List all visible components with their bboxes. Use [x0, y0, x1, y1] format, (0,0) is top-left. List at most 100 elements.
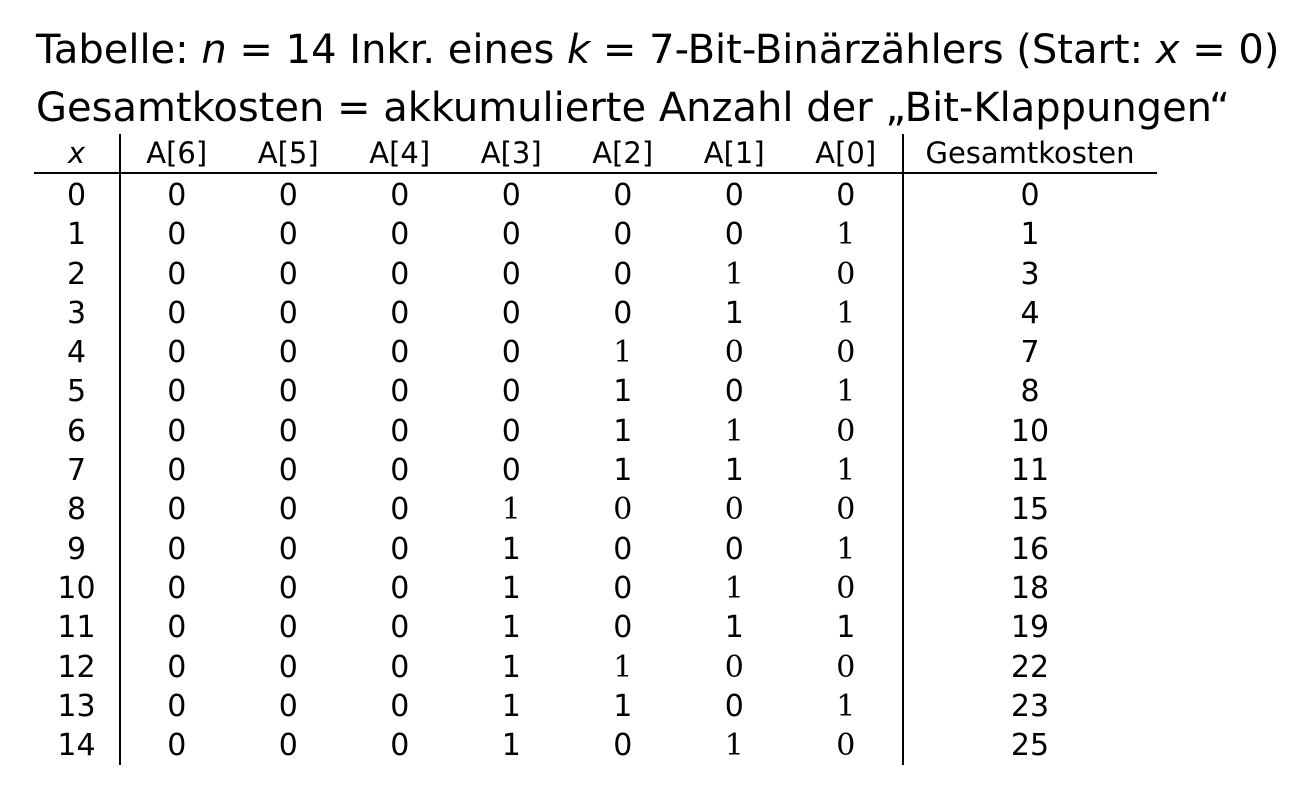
cell-bit-a6: 0: [167, 374, 187, 410]
cell-bit-a1: 1: [724, 295, 744, 331]
cell-bit-a3: 1: [501, 688, 521, 724]
cell-bit-a1: 0: [724, 531, 744, 567]
cell-bit-a1: 1: [724, 413, 744, 449]
cell-gesamtkosten: 0: [1020, 178, 1040, 213]
cell-bit-a5: 0: [278, 649, 298, 685]
var-x: x: [1155, 27, 1180, 73]
cell-bit-a0: 1: [790, 451, 904, 491]
cell-bit-a5: 0: [278, 453, 298, 489]
cell-bit-a3: 0: [501, 374, 521, 410]
cell-bit-a3: 0: [501, 453, 521, 489]
cell-bit-a2: 1: [613, 649, 633, 685]
table-row: 0 0 0 0 0 0 0 0 0: [34, 173, 1157, 216]
cell-bit-a0: 0: [790, 726, 904, 766]
cell-bit-a4: 0: [390, 688, 410, 724]
table-row: 11 0 0 0 1 0 1 1 19: [34, 608, 1157, 648]
cell-gesamtkosten: 1: [1020, 217, 1040, 253]
cell-x: 5: [34, 372, 121, 412]
cell-bit-a1: 0: [724, 649, 744, 685]
header-a1: A[1]: [703, 136, 765, 170]
cell-bit-a2: 1: [613, 453, 633, 489]
cell-bit-a6: 0: [167, 728, 187, 764]
cell-bit-a3: 1: [501, 728, 521, 764]
table-header-row: x A[6] A[5] A[4] A[3] A[2] A[1] A[0] Ges…: [34, 134, 1157, 173]
header-gesamtkosten: Gesamtkosten: [925, 136, 1135, 170]
cell-bit-a1: 1: [724, 570, 744, 606]
header-a3: A[3]: [480, 136, 542, 170]
cell-bit-a4: 0: [390, 217, 410, 253]
title-eq-3: = 0): [1179, 27, 1280, 73]
cell-gesamtkosten: 19: [1010, 610, 1050, 646]
var-n: n: [201, 27, 227, 73]
table-row: 7 0 0 0 0 1 1 1 11: [34, 451, 1157, 491]
cell-bit-a0: 0: [790, 254, 904, 294]
cell-gesamtkosten: 22: [1010, 649, 1050, 685]
table-row: 2 0 0 0 0 0 1 0 3: [34, 254, 1157, 294]
cell-x: 2: [34, 254, 121, 294]
page-title-line-1: Tabelle: n = 14 Inkr. eines k = 7-Bit-Bi…: [36, 26, 1279, 74]
cell-bit-a6: 0: [167, 531, 187, 567]
cell-bit-a5: 0: [278, 531, 298, 567]
cell-x: 6: [34, 411, 121, 452]
cell-bit-a4: 0: [390, 374, 410, 410]
cell-bit-a4: 0: [390, 649, 410, 685]
cell-x: 10: [34, 568, 121, 609]
table-row: 8 0 0 0 1 0 0 0 15: [34, 490, 1157, 530]
cell-bit-a3: 1: [501, 531, 521, 567]
title-eq-1: = 14 Inkr. eines: [226, 27, 568, 73]
cell-bit-a5: 0: [278, 335, 298, 371]
cell-bit-a5: 0: [278, 217, 298, 253]
cell-bit-a6: 0: [167, 256, 187, 292]
cell-bit-a2: 1: [613, 374, 633, 410]
cell-bit-a3: 0: [501, 413, 521, 449]
cell-bit-a3: 0: [501, 178, 521, 213]
header-a5: A[5]: [257, 136, 319, 170]
cell-bit-a4: 0: [390, 295, 410, 331]
header-a6: A[6]: [146, 136, 208, 170]
cell-bit-a6: 0: [167, 178, 187, 213]
table-row: 1 0 0 0 0 0 0 1 1: [34, 215, 1157, 255]
header-a4: A[4]: [369, 136, 431, 170]
table-row: 10 0 0 0 1 0 1 0 18: [34, 568, 1157, 609]
cell-bit-a2: 0: [613, 492, 633, 528]
cell-bit-a4: 0: [390, 531, 410, 567]
cell-bit-a5: 0: [278, 570, 298, 606]
table-row: 14 0 0 0 1 0 1 0 25: [34, 726, 1157, 766]
cell-bit-a1: 0: [724, 178, 744, 213]
cell-bit-a0: 1: [790, 293, 904, 334]
header-a2: A[2]: [592, 136, 654, 170]
cell-bit-a6: 0: [167, 492, 187, 528]
cell-bit-a4: 0: [390, 570, 410, 606]
cell-bit-a4: 0: [390, 492, 410, 528]
cell-bit-a4: 0: [390, 256, 410, 292]
table-row: 12 0 0 0 1 1 0 0 22: [34, 647, 1157, 687]
cell-x: 4: [34, 333, 121, 373]
cell-x: 3: [34, 293, 121, 334]
table-row: 13 0 0 0 1 1 0 1 23: [34, 686, 1157, 727]
cell-bit-a6: 0: [167, 610, 187, 646]
cell-gesamtkosten: 10: [1010, 413, 1050, 449]
cell-bit-a5: 0: [278, 413, 298, 449]
cell-bit-a6: 0: [167, 688, 187, 724]
cell-bit-a3: 0: [501, 256, 521, 292]
cell-bit-a3: 1: [501, 492, 521, 528]
table-row: 3 0 0 0 0 0 1 1 4: [34, 293, 1157, 334]
cell-bit-a3: 0: [501, 295, 521, 331]
cell-bit-a5: 0: [278, 256, 298, 292]
cell-bit-a6: 0: [167, 649, 187, 685]
var-k: k: [567, 27, 591, 73]
cell-gesamtkosten: 7: [1020, 335, 1040, 371]
cell-bit-a5: 0: [278, 688, 298, 724]
cell-bit-a5: 0: [278, 492, 298, 528]
cell-bit-a5: 0: [278, 178, 298, 213]
title-prefix: Tabelle:: [36, 27, 202, 73]
cell-bit-a0: 0: [790, 490, 904, 530]
cell-bit-a1: 1: [724, 610, 744, 646]
cell-bit-a3: 1: [501, 610, 521, 646]
cell-bit-a2: 1: [613, 688, 633, 724]
cell-bit-a2: 0: [613, 610, 633, 646]
cell-x: 14: [34, 726, 121, 766]
header-x: x: [34, 134, 121, 173]
page-subtitle: Gesamtkosten = akkumulierte Anzahl der „…: [36, 85, 1230, 131]
